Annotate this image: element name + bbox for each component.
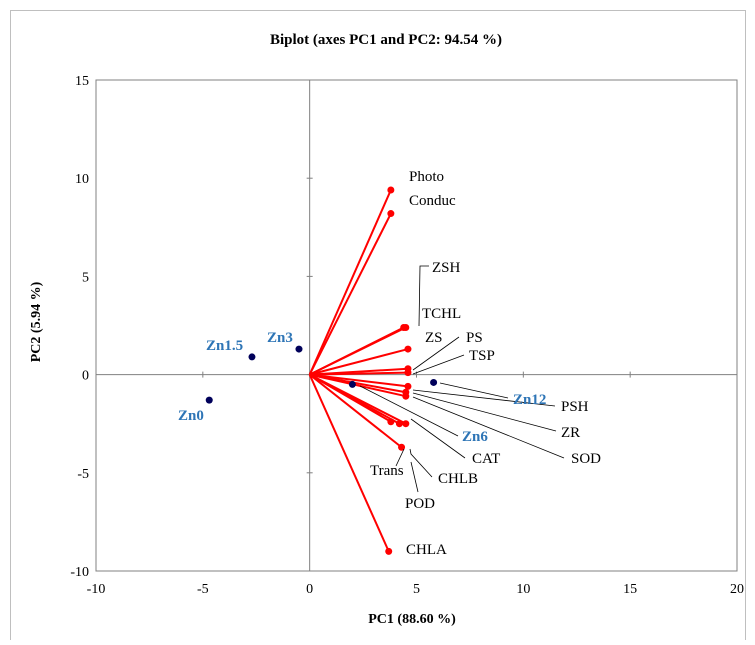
vector-conduc — [308, 213, 392, 376]
vector-trans — [309, 373, 392, 423]
variable-label-zsh: ZSH — [432, 260, 461, 276]
vector-pod — [309, 373, 403, 449]
x-tick-label: 10 — [516, 582, 530, 597]
chart-frame — [10, 10, 746, 640]
vector-tip-zs — [404, 345, 412, 353]
vector-tip-photo — [387, 186, 395, 194]
leader-line-zsh — [418, 265, 429, 327]
vector-tip-tsp — [404, 369, 412, 377]
plot-area — [95, 79, 738, 572]
y-tick-label: -5 — [77, 467, 89, 482]
vector-psh — [309, 373, 409, 388]
variable-label-tsp: TSP — [469, 348, 495, 364]
y-tick-label: 15 — [75, 74, 89, 89]
variable-label-chla: CHLA — [406, 542, 447, 558]
vector-tip-chla — [385, 547, 393, 555]
vector-tip-pod — [398, 443, 406, 451]
observation-point-zn12 — [430, 378, 438, 386]
vector-tip-cat — [402, 420, 410, 428]
leader-line-tsp — [412, 354, 465, 375]
x-tick-label: 15 — [623, 582, 637, 597]
variable-label-conduc: Conduc — [409, 193, 456, 209]
observation-label-zn12: Zn12 — [513, 392, 546, 408]
observation-point-zn3 — [295, 345, 303, 353]
leader-line-zn6 — [359, 385, 459, 437]
vector-photo — [308, 189, 392, 376]
observation-label-zn6: Zn6 — [462, 429, 488, 445]
x-tick-label: 0 — [306, 582, 313, 597]
vector-tip-conduc — [387, 210, 395, 218]
leader-line-psh — [412, 389, 556, 407]
leader-line-chlb — [409, 448, 433, 478]
observation-points — [205, 345, 438, 404]
vector-tsp — [309, 371, 408, 376]
axes: -10 -5 0 5 10 15 20 15 10 5 0 -5 -10 — [70, 74, 744, 597]
vector-tip-psh — [404, 382, 412, 390]
leader-line-ps — [412, 336, 460, 371]
x-tick-label: 20 — [730, 582, 744, 597]
leader-line-sod — [412, 396, 565, 459]
variable-labels: Photo Conduc ZSH TCHL ZS PS TSP PSH ZR SOD CAT CHLB… — [370, 169, 601, 558]
y-tick-label: 10 — [75, 172, 89, 187]
leader-line-pod — [410, 461, 419, 493]
vector-tip-chlb — [395, 420, 403, 428]
x-tick-label: -5 — [197, 582, 209, 597]
x-tick-label: -10 — [87, 582, 106, 597]
vector-chla — [308, 374, 390, 552]
leader-line-zr — [412, 392, 557, 432]
variable-label-ps: PS — [466, 330, 483, 346]
vector-sod — [309, 373, 407, 398]
variable-label-photo: Photo — [409, 169, 444, 185]
vector-tchl — [309, 326, 405, 376]
leader-line-trans — [395, 448, 405, 467]
observation-label-zn0: Zn0 — [178, 408, 204, 424]
variable-label-zr: ZR — [561, 425, 580, 441]
leader-line-cat — [410, 418, 466, 459]
variable-label-psh: PSH — [561, 399, 589, 415]
observation-labels: Zn0 Zn1.5 Zn3 Zn6 Zn12 — [178, 330, 546, 445]
chart-title: Biplot (axes PC1 and PC2: 94.54 %) — [270, 32, 502, 48]
variable-label-tchl: TCHL — [422, 306, 461, 322]
observation-label-zn3: Zn3 — [267, 330, 293, 346]
vector-tip-sod — [402, 392, 410, 400]
vector-zs — [309, 348, 409, 376]
variable-label-zs: ZS — [425, 330, 443, 346]
vector-tip-trans — [387, 418, 395, 426]
variable-label-trans: Trans — [370, 463, 404, 479]
y-tick-label: -10 — [70, 565, 89, 580]
variable-label-cat: CAT — [472, 451, 500, 467]
observation-point-zn0 — [205, 396, 213, 404]
variable-label-sod: SOD — [571, 451, 601, 467]
y-axis-title: PC2 (5.94 %) — [29, 281, 44, 362]
x-tick-label: 5 — [413, 582, 420, 597]
variable-label-chlb: CHLB — [438, 471, 478, 487]
leader-line-zn12 — [439, 382, 509, 399]
x-axis-title: PC1 (88.60 %) — [368, 612, 456, 627]
variable-vectors — [308, 186, 412, 555]
observation-point-zn1.5 — [248, 353, 256, 361]
observation-label-zn1.5: Zn1.5 — [206, 338, 243, 354]
y-tick-label: 5 — [82, 270, 89, 285]
vector-tip-tchl — [400, 323, 408, 331]
observation-point-zn6 — [348, 380, 356, 388]
variable-label-pod: POD — [405, 496, 435, 512]
y-tick-label: 0 — [82, 369, 89, 384]
